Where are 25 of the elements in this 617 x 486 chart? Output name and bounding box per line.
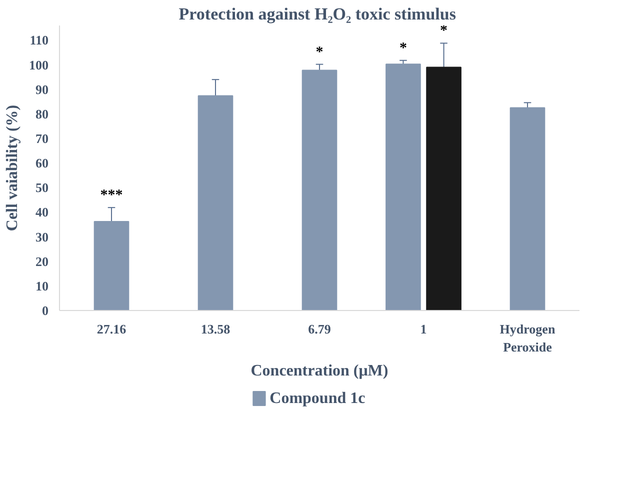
legend-label: Compound 1c — [270, 390, 366, 407]
y-tick-label: 80 — [36, 106, 48, 122]
y-tick-label: 110 — [30, 32, 49, 48]
x-axis-title: Concentration (μM) — [250, 362, 388, 380]
y-tick-label: 50 — [36, 180, 48, 196]
y-tick-label: 90 — [36, 82, 48, 97]
y-tick-label: 40 — [36, 204, 48, 220]
x-tick-label: 6.79 — [308, 322, 332, 336]
y-tick-label: 100 — [29, 57, 48, 72]
annotation: *** — [100, 188, 123, 204]
y-tick-label: 60 — [36, 156, 48, 171]
x-tick-label: Hydrogen Peroxide — [500, 322, 556, 354]
y-axis-title: Cell vaiability (%) — [4, 104, 21, 232]
chart-title: Protection against H₂O₂ toxic stimulus — [178, 4, 456, 24]
y-tick-label: 10 — [36, 278, 48, 294]
x-tick-label: 27.16 — [96, 322, 127, 336]
annotation: * — [440, 23, 448, 40]
y-tick-label: 30 — [36, 229, 48, 244]
y-tick-label: 0 — [42, 303, 48, 318]
x-tick-label: 13.58 — [200, 322, 231, 336]
y-tick-label: 20 — [36, 254, 48, 269]
annotation: * — [399, 40, 407, 56]
x-tick-label: 1 — [420, 322, 427, 336]
y-tick-label: 70 — [36, 131, 48, 146]
annotation: * — [316, 44, 324, 60]
